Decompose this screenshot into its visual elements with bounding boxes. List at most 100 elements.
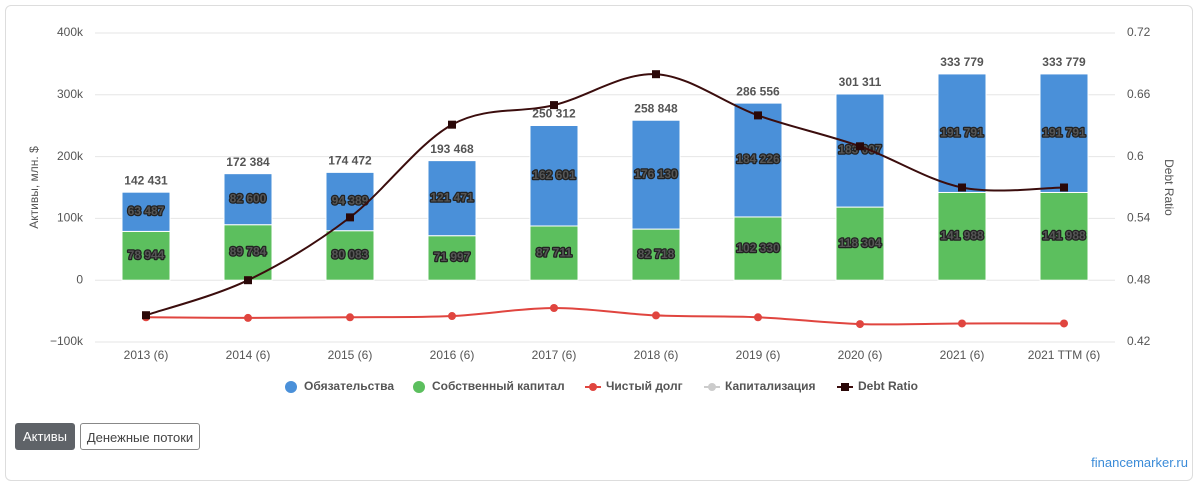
line-marker [448,120,456,129]
bar-segment [937,73,987,193]
y-axis-title: Активы, млн. $ [27,146,41,229]
segment-label: 82 600 [230,191,267,205]
segment-label: 80 083 [332,248,369,262]
bar-segment [631,228,681,281]
y-tick-label: 200k [57,149,84,163]
assets-button[interactable]: Активы [15,423,75,450]
x-tick-label: 2021 (6) [940,348,985,362]
segment-label: 82 718 [638,247,675,261]
x-tick-label: 2014 (6) [226,348,271,362]
total-label: 333 779 [940,55,984,69]
line-marker [550,304,558,313]
x-tick-label: 2013 (6) [124,348,169,362]
y-tick-label: 100k [57,211,84,225]
cashflow-button[interactable]: Денежные потоки [80,423,200,450]
legend-symbol [841,383,849,391]
segment-label: 191 791 [1042,125,1086,139]
legend-item[interactable]: Капитализация [725,379,816,393]
bar-segment [937,191,987,281]
line-marker [550,101,558,110]
bar-segment [427,235,477,281]
y-tick-label: 300k [57,87,84,101]
segment-label: 184 226 [736,152,780,166]
bar-segment [325,230,375,281]
line-marker [346,313,354,322]
y2-tick-label: 0.6 [1127,149,1144,163]
total-label: 250 312 [532,107,576,121]
segment-label: 63 487 [128,204,165,218]
legend-item[interactable]: Собственный капитал [432,379,565,393]
legend-item[interactable]: Обязательства [304,379,394,393]
line-marker [754,313,762,322]
bar-segment [1039,73,1089,193]
segment-label: 162 601 [532,168,576,182]
line-marker [958,183,966,192]
bar-segment [121,191,171,232]
bar-segment [223,173,273,226]
bar-segment [529,125,579,227]
total-label: 174 472 [328,154,372,168]
line-marker [856,142,864,151]
bar-segment [835,93,885,208]
segment-label: 191 791 [940,125,984,139]
segment-label: 141 988 [1042,228,1086,242]
y2-axis-title: Debt Ratio [1162,159,1176,216]
total-label: 333 779 [1042,55,1086,69]
line-marker [1060,319,1068,328]
legend-symbol [285,381,297,393]
segment-label: 118 304 [839,236,882,250]
y2-tick-label: 0.48 [1127,272,1151,286]
total-label: 286 556 [736,84,780,98]
y2-tick-label: 0.54 [1127,211,1151,225]
total-label: 258 848 [634,101,678,115]
bar-segment [733,102,783,218]
bar-segment [631,119,681,230]
legend-item[interactable]: Чистый долг [606,379,683,393]
line-marker [142,311,150,320]
legend-symbol [413,381,425,393]
line-marker [856,320,864,329]
legend-symbol [589,383,597,391]
x-tick-label: 2015 (6) [328,348,373,362]
line-marker [1060,183,1068,192]
segment-label: 141 988 [940,228,984,242]
total-label: 193 468 [430,142,474,156]
y2-tick-label: 0.72 [1127,25,1151,39]
segment-label: 121 471 [430,190,474,204]
legend-symbol [708,383,716,391]
y-tick-label: 400k [57,25,84,39]
line-marker [958,319,966,328]
bar-segment [427,160,477,237]
line-marker [448,312,456,321]
legend-item[interactable]: Debt Ratio [858,379,918,393]
total-label: 172 384 [226,155,270,169]
series-line [145,73,1065,317]
y2-tick-label: 0.66 [1127,87,1151,101]
line-marker [652,70,660,79]
y-tick-label: 0 [76,272,83,286]
segment-label: 176 130 [634,167,678,181]
frame [5,5,1193,481]
segment-label: 94 389 [332,194,369,208]
x-tick-label: 2019 (6) [736,348,781,362]
bar-segment [529,225,579,281]
x-tick-label: 2021 TTM (6) [1028,348,1100,362]
segment-label: 71 997 [434,250,471,264]
line-marker [244,276,252,285]
y2-tick-label: 0.42 [1127,334,1151,348]
x-tick-label: 2017 (6) [532,348,577,362]
chart: −100k 0 100k 200k 300k 400k 0.42 0.48 0.54 0.6 0.6… [27,25,1176,393]
bar-segment [1039,191,1089,281]
source[interactable]: financemarker.ru [1091,455,1188,470]
line-marker [652,311,660,320]
line-marker [754,111,762,120]
x-tick-label: 2016 (6) [430,348,475,362]
segment-label: 78 944 [128,248,165,262]
x-tick-label: 2018 (6) [634,348,679,362]
segment-label: 87 711 [536,245,572,259]
series-line [145,307,1065,326]
total-label: 142 431 [124,173,168,187]
y-tick-label: −100k [50,334,84,348]
segment-label: 102 330 [736,241,780,255]
